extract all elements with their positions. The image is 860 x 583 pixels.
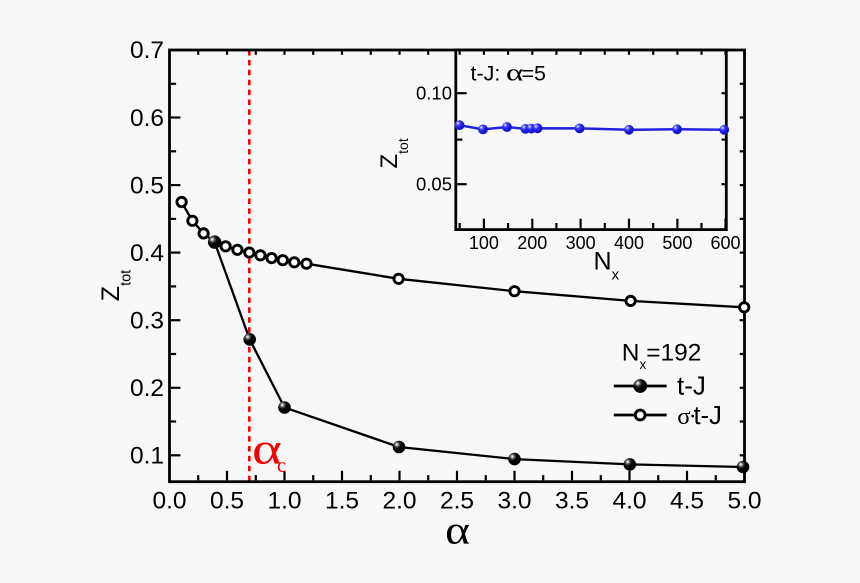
svg-text:0.6: 0.6 (130, 105, 164, 132)
svg-text:4.0: 4.0 (612, 488, 646, 515)
svg-text:0.4: 0.4 (130, 240, 164, 267)
svg-text:0.1: 0.1 (130, 443, 164, 470)
svg-text:100: 100 (469, 233, 499, 253)
svg-text:0.7: 0.7 (130, 37, 164, 64)
svg-text:=5: =5 (522, 62, 547, 86)
svg-text:1.5: 1.5 (325, 488, 359, 515)
svg-text:500: 500 (662, 233, 692, 253)
svg-text:α: α (506, 59, 523, 86)
svg-text:200: 200 (517, 233, 547, 253)
svg-text:3.0: 3.0 (497, 488, 531, 515)
svg-text:t-J:: t-J: (471, 62, 501, 86)
svg-text:300: 300 (566, 233, 596, 253)
svg-text:t-J: t-J (677, 371, 706, 401)
svg-text:c: c (277, 455, 286, 477)
svg-text:1.0: 1.0 (267, 488, 301, 515)
svg-text:5.0: 5.0 (727, 488, 761, 515)
svg-text:2.5: 2.5 (440, 488, 474, 515)
svg-text:0.0: 0.0 (152, 488, 186, 515)
svg-text:4.5: 4.5 (670, 488, 704, 515)
svg-text:σ: σ (677, 403, 690, 430)
svg-text:2.0: 2.0 (382, 488, 416, 515)
svg-text:t-J: t-J (694, 402, 722, 430)
svg-text:α: α (445, 508, 470, 553)
svg-text:0.05: 0.05 (416, 174, 452, 195)
svg-text:0.5: 0.5 (210, 488, 244, 515)
svg-text:α: α (252, 426, 282, 474)
svg-text:600: 600 (710, 233, 740, 253)
svg-text:0.3: 0.3 (130, 307, 164, 334)
svg-text:Nx=192: Nx=192 (622, 340, 702, 372)
svg-text:0.5: 0.5 (130, 172, 164, 199)
svg-text:0.10: 0.10 (416, 83, 452, 104)
svg-text:·: · (689, 403, 697, 430)
svg-text:0.2: 0.2 (130, 375, 164, 402)
svg-text:3.5: 3.5 (555, 488, 589, 515)
svg-text:400: 400 (614, 233, 644, 253)
